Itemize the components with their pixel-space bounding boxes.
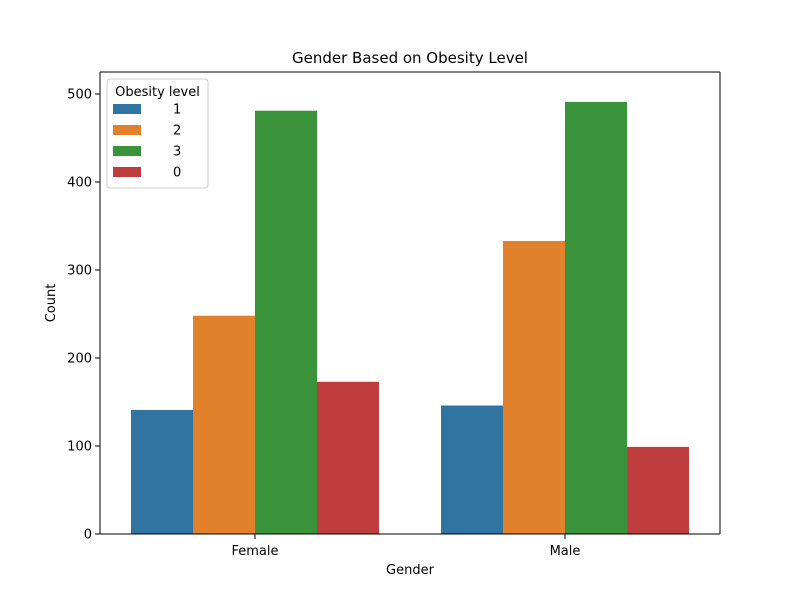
legend-swatch-level-3: [113, 146, 141, 156]
x-axis-ticks: Female Male: [231, 534, 580, 559]
bar-male-level-1: [441, 405, 503, 534]
legend-title: Obesity level: [115, 85, 200, 100]
bar-female-level-1: [131, 409, 193, 534]
x-tick-label-male: Male: [550, 544, 581, 559]
legend-label-level-2: 2: [173, 124, 181, 139]
legend: Obesity level 1 2 3 0: [106, 78, 209, 189]
bar-female-level-3: [255, 110, 317, 534]
y-tick-label: 200: [67, 352, 92, 367]
legend-swatch-level-2: [113, 125, 141, 135]
y-tick-label: 500: [67, 88, 92, 103]
legend-label-level-3: 3: [173, 145, 181, 160]
legend-swatch-level-1: [113, 104, 141, 114]
plot-frame: [99, 71, 721, 535]
chart-title: Gender Based on Obesity Level: [292, 49, 528, 67]
bar-male-level-0: [627, 446, 689, 534]
x-axis-label: Gender: [386, 563, 435, 578]
y-tick-label: 100: [67, 440, 92, 455]
bar-female-level-0: [317, 381, 379, 534]
bar-male-level-2: [503, 240, 565, 534]
x-tick-label-female: Female: [231, 544, 278, 559]
y-tick-label: 0: [84, 528, 92, 543]
bar-male-level-3: [565, 101, 627, 535]
bar-female-level-2: [193, 315, 255, 534]
legend-label-level-0: 0: [173, 166, 181, 181]
y-axis-label: Count: [44, 284, 59, 323]
y-tick-label: 300: [67, 264, 92, 279]
y-axis-ticks: 0 100 200 300 400 500: [67, 88, 100, 543]
bars-group: [131, 101, 689, 535]
legend-swatch-level-0: [113, 167, 141, 177]
legend-label-level-1: 1: [173, 103, 181, 118]
y-tick-label: 400: [67, 176, 92, 191]
